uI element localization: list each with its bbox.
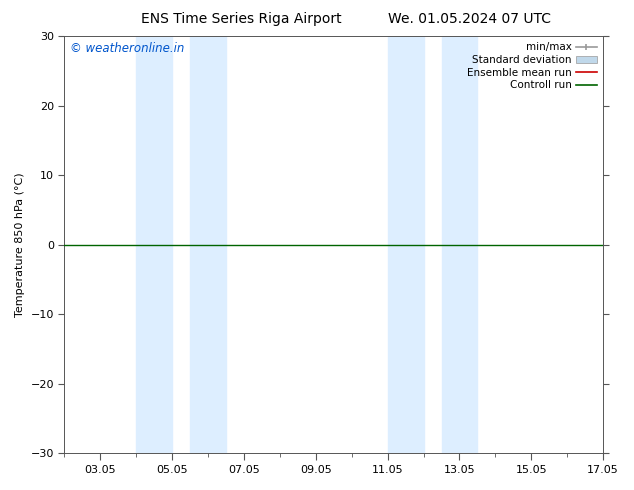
Text: © weatheronline.in: © weatheronline.in — [70, 43, 184, 55]
Text: We. 01.05.2024 07 UTC: We. 01.05.2024 07 UTC — [387, 12, 551, 26]
Legend: min/max, Standard deviation, Ensemble mean run, Controll run: min/max, Standard deviation, Ensemble me… — [463, 38, 601, 95]
Bar — [190, 36, 226, 453]
Bar — [387, 36, 424, 453]
Bar — [136, 36, 172, 453]
Bar — [441, 36, 477, 453]
Text: ENS Time Series Riga Airport: ENS Time Series Riga Airport — [141, 12, 341, 26]
Y-axis label: Temperature 850 hPa (°C): Temperature 850 hPa (°C) — [15, 172, 25, 317]
